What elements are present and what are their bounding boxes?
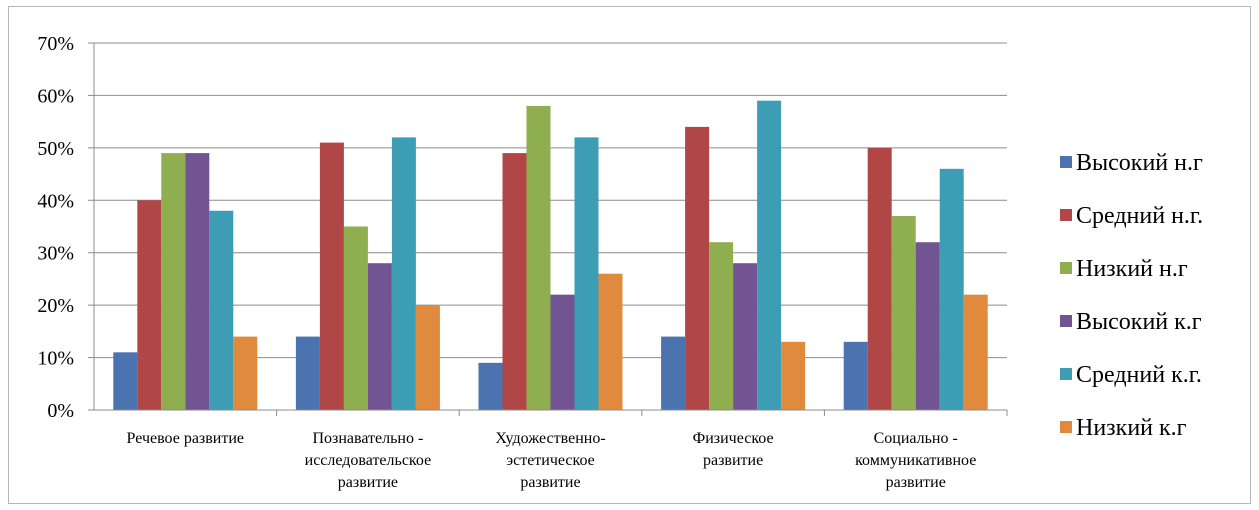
x-tick-label: эстетическое	[506, 452, 595, 469]
x-tick-label: развитие	[703, 452, 763, 469]
x-tick-label: развитие	[886, 474, 946, 491]
bar	[709, 242, 734, 410]
bars	[113, 100, 988, 411]
x-tick-label: Речевое развитие	[127, 430, 244, 447]
x-tick-label: Художественно-	[495, 430, 605, 447]
legend-label: Высокий н.г	[1076, 150, 1203, 176]
bar	[233, 336, 258, 410]
bar	[574, 137, 599, 410]
legend-label: Высокий к.г	[1076, 309, 1202, 335]
bar	[733, 263, 758, 410]
bar	[319, 142, 344, 410]
x-tick-label: развитие	[520, 474, 580, 491]
y-tick-label: 60%	[37, 85, 74, 107]
x-tick-label: исследовательское	[305, 452, 432, 469]
legend-swatch	[1060, 368, 1072, 380]
bar	[209, 210, 234, 410]
bar	[161, 153, 186, 410]
bar	[781, 341, 806, 410]
legend-label: Средний к.г.	[1076, 362, 1202, 388]
bar	[478, 362, 503, 410]
legend-swatch	[1060, 262, 1072, 274]
legend-swatch	[1060, 421, 1072, 433]
legend-swatch	[1060, 209, 1072, 221]
y-tick-label: 70%	[37, 33, 74, 55]
y-axis-ticks: 0% 10% 20% 30% 40% 50% 60% 70%	[37, 33, 94, 422]
legend-swatch	[1060, 156, 1072, 168]
y-tick-label: 10%	[37, 348, 74, 370]
bar	[757, 100, 782, 411]
bar	[843, 341, 868, 410]
x-tick-label: развитие	[338, 474, 398, 491]
y-tick-label: 40%	[37, 190, 74, 212]
legend: Высокий н.г Средний н.г. Низкий н.г Высокий…	[1060, 150, 1203, 441]
bar	[598, 273, 623, 410]
y-tick-label: 0%	[47, 400, 74, 422]
y-tick-label: 50%	[37, 138, 74, 160]
bar	[367, 263, 392, 410]
bar	[391, 137, 416, 410]
bar	[661, 336, 686, 410]
bar	[867, 147, 892, 410]
x-tick-label: Познавательно -	[312, 430, 423, 447]
bar	[343, 226, 368, 410]
legend-label: Низкий к.г	[1076, 415, 1187, 441]
bar	[502, 153, 527, 410]
bar	[295, 336, 320, 410]
bar	[113, 352, 138, 410]
bar	[137, 200, 162, 410]
x-axis-labels: Речевое развитие Познавательно - исследова…	[127, 430, 977, 491]
bar	[915, 242, 940, 410]
bar	[185, 153, 210, 410]
x-axis	[93, 43, 1008, 416]
bar	[939, 168, 964, 410]
y-tick-label: 20%	[37, 295, 74, 317]
bar	[415, 305, 440, 410]
legend-swatch	[1060, 315, 1072, 327]
bar	[963, 294, 988, 410]
bar	[891, 216, 916, 410]
bar	[685, 126, 710, 410]
x-tick-label: Социально -	[874, 430, 958, 447]
legend-label: Низкий н.г	[1076, 256, 1188, 282]
legend-label: Средний н.г.	[1076, 203, 1203, 229]
bar	[526, 105, 551, 411]
bar	[550, 294, 575, 410]
y-tick-label: 30%	[37, 243, 74, 265]
x-tick-label: Физическое	[693, 430, 774, 447]
x-tick-label: коммуникативное	[855, 452, 976, 469]
